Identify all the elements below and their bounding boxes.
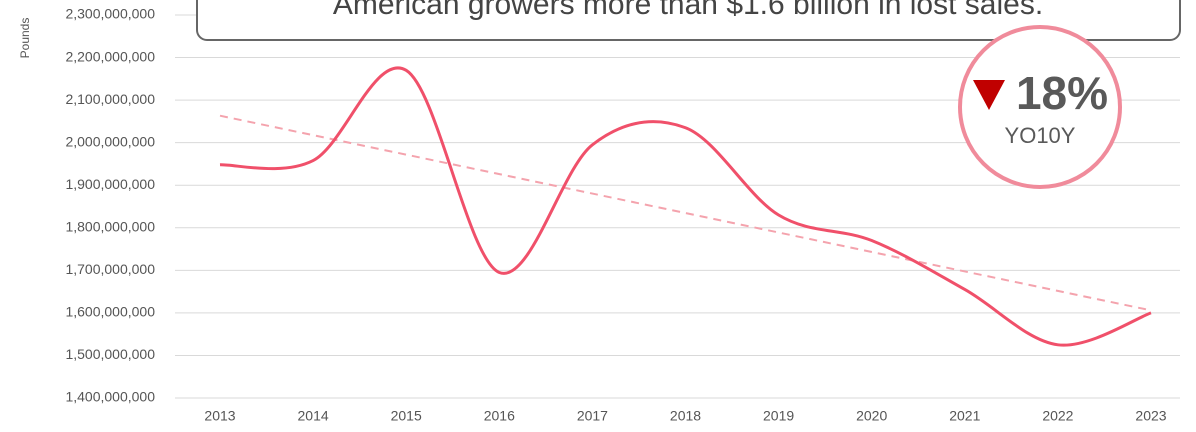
badge-label: YO10Y	[1005, 123, 1076, 148]
line-series	[219, 66, 1152, 347]
y-tick-label: 1,900,000,000	[65, 176, 155, 192]
y-tick-label: 1,500,000,000	[65, 346, 155, 362]
down-arrow	[973, 80, 1005, 110]
x-tick-label: 2015	[391, 408, 422, 424]
y-axis-label: Pounds	[18, 18, 32, 59]
x-tick-label: 2022	[1042, 408, 1073, 424]
x-tick-label: 2017	[577, 408, 608, 424]
headline-box	[196, 0, 1181, 41]
badge	[958, 25, 1122, 189]
x-tick-label: 2019	[763, 408, 794, 424]
x-tick-label: 2020	[856, 408, 887, 424]
badge-value: 18%	[1016, 67, 1108, 119]
y-tick-label: 2,200,000,000	[65, 48, 155, 64]
x-tick-label: 2016	[484, 408, 515, 424]
y-tick-label: 1,800,000,000	[65, 218, 155, 234]
x-tick-label: 2013	[204, 408, 235, 424]
y-tick-label: 2,300,000,000	[65, 6, 155, 22]
headline: American growers more than $1.6 billion …	[333, 0, 1043, 21]
x-tick-label: 2023	[1135, 408, 1166, 424]
x-tick-label: 2018	[670, 408, 701, 424]
y-tick-label: 2,100,000,000	[65, 91, 155, 107]
y-tick-label: 1,700,000,000	[65, 261, 155, 277]
y-tick-label: 1,600,000,000	[65, 304, 155, 320]
trend-line	[219, 114, 1152, 312]
y-tick-label: 2,000,000,000	[65, 133, 155, 149]
x-tick-label: 2014	[298, 408, 329, 424]
y-tick-label: 1,400,000,000	[65, 389, 155, 405]
x-tick-label: 2021	[949, 408, 980, 424]
